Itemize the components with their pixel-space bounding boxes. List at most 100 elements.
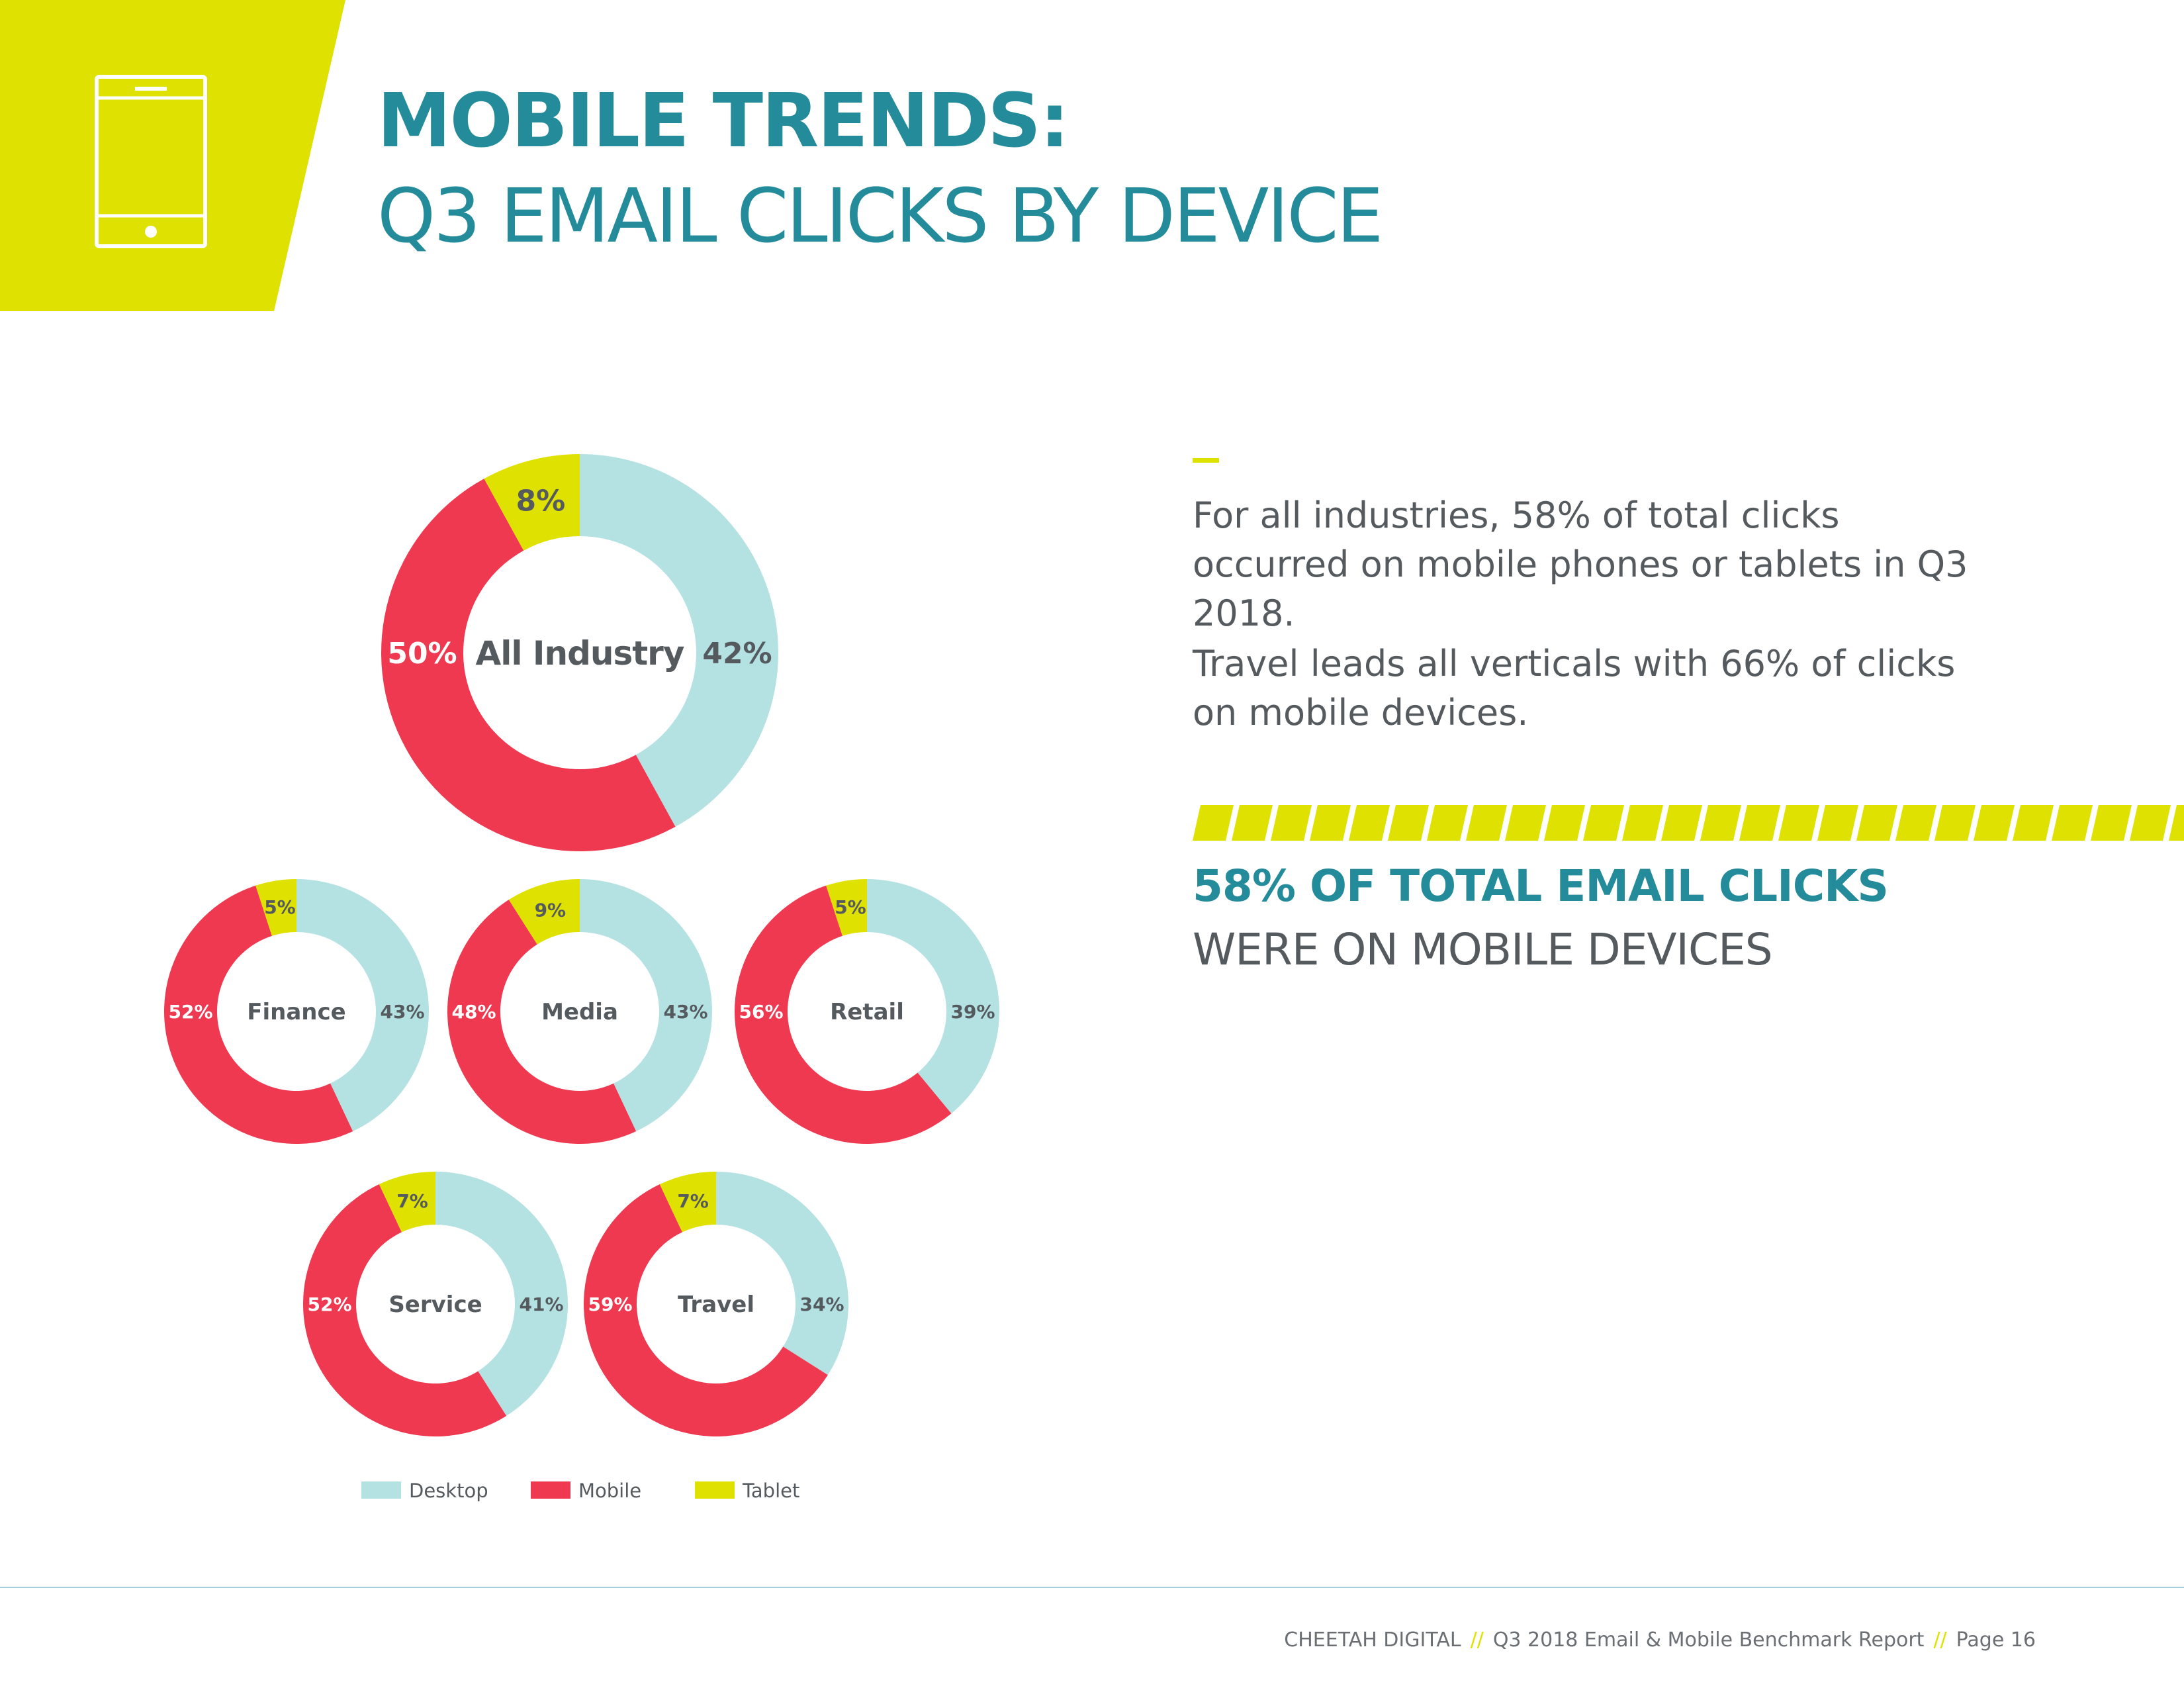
footer-divider bbox=[0, 1587, 2184, 1588]
stripe-segment bbox=[1817, 805, 1858, 841]
stripe-segment bbox=[1661, 805, 1702, 841]
slice-mobile bbox=[447, 900, 637, 1145]
donut-charts: 42% 50% 8% All Industry 43% 52% 5% Finance 43% 48… bbox=[164, 454, 999, 1502]
slice-tablet bbox=[379, 1172, 435, 1233]
donut-title: Service bbox=[388, 1291, 482, 1318]
slice-desktop bbox=[716, 1172, 848, 1376]
stripe-segment bbox=[2130, 805, 2171, 841]
chart-legend: Desktop Mobile Tablet bbox=[361, 1479, 799, 1502]
legend-label: Mobile bbox=[578, 1479, 641, 1502]
header-accent-block bbox=[0, 0, 345, 311]
data-label-desktop: 41% bbox=[519, 1293, 563, 1315]
stripe-segment bbox=[1974, 805, 2015, 841]
stripe-segment bbox=[1505, 805, 1546, 841]
page-title: MOBILE TRENDS: bbox=[377, 78, 1069, 164]
slice-tablet bbox=[255, 879, 296, 936]
donut-finance: 43% 52% 5% Finance bbox=[164, 879, 430, 1144]
data-label-tablet: 9% bbox=[535, 899, 567, 921]
stripe-segment bbox=[1427, 805, 1468, 841]
stripe-segment bbox=[1856, 805, 1897, 841]
donut-title: Retail bbox=[830, 999, 904, 1025]
legend-item-tablet: Tablet bbox=[695, 1479, 799, 1502]
data-label-mobile: 48% bbox=[451, 1001, 496, 1023]
insight-paragraph-2: Travel leads all verticals with 66% of c… bbox=[1193, 643, 1956, 733]
slice-tablet bbox=[508, 879, 580, 945]
slice-mobile bbox=[381, 479, 676, 851]
footer-company: CHEETAH DIGITAL bbox=[1284, 1628, 1461, 1652]
slice-mobile bbox=[734, 885, 952, 1144]
stripe-segment bbox=[1232, 805, 1273, 841]
stripe-segment bbox=[1349, 805, 1390, 841]
slice-tablet bbox=[484, 454, 580, 551]
donut-title: Travel bbox=[678, 1291, 754, 1318]
data-label-mobile: 50% bbox=[387, 637, 457, 671]
legend-swatch bbox=[531, 1481, 570, 1499]
data-label-mobile: 52% bbox=[168, 1001, 212, 1023]
data-label-tablet: 7% bbox=[396, 1190, 428, 1212]
accent-dash bbox=[1193, 458, 1219, 463]
slice-mobile bbox=[583, 1184, 828, 1436]
stripe-segment bbox=[2052, 805, 2093, 841]
stripe-segment bbox=[1739, 805, 1780, 841]
stripe-segment bbox=[1895, 805, 1936, 841]
page-subtitle: Q3 EMAIL CLICKS BY DEVICE bbox=[377, 173, 1383, 259]
data-label-desktop: 39% bbox=[950, 1001, 995, 1023]
donut-title: All Industry bbox=[476, 634, 684, 673]
stripe-segment bbox=[1466, 805, 1507, 841]
stripe-segment bbox=[1778, 805, 1819, 841]
donut-service: 41% 52% 7% Service bbox=[303, 1172, 568, 1436]
stripe-segment bbox=[1388, 805, 1429, 841]
legend-swatch bbox=[361, 1481, 401, 1499]
legend-item-desktop: Desktop bbox=[361, 1479, 488, 1502]
footer-page: Page 16 bbox=[1956, 1628, 2036, 1652]
data-label-desktop: 43% bbox=[380, 1001, 424, 1023]
tablet-icon bbox=[95, 75, 207, 248]
data-label-tablet: 5% bbox=[264, 896, 296, 918]
slice-desktop bbox=[296, 879, 430, 1131]
data-label-mobile: 52% bbox=[307, 1293, 351, 1315]
stripe-segment bbox=[1193, 805, 1234, 841]
donut-retail: 39% 56% 5% Retail bbox=[734, 879, 999, 1144]
donut-all-industry: 42% 50% 8% All Industry bbox=[381, 454, 779, 851]
donut-title: Media bbox=[541, 999, 618, 1025]
legend-label: Desktop bbox=[409, 1479, 488, 1502]
stripe-segment bbox=[1583, 805, 1624, 841]
footer: CHEETAH DIGITAL // Q3 2018 Email & Mobile … bbox=[1284, 1628, 2036, 1652]
slice-mobile bbox=[164, 885, 353, 1144]
stripe-segment bbox=[1271, 805, 1312, 841]
insight-paragraph-1: For all industries, 58% of total clicks … bbox=[1193, 494, 1968, 634]
stripe-segment bbox=[1310, 805, 1351, 841]
highlight-headline: 58% OF TOTAL EMAIL CLICKS bbox=[1193, 861, 1889, 912]
data-label-mobile: 59% bbox=[588, 1293, 632, 1315]
footer-separator: // bbox=[1933, 1628, 1947, 1652]
slice-desktop bbox=[435, 1172, 568, 1416]
data-label-desktop: 34% bbox=[799, 1293, 844, 1315]
data-label-tablet: 5% bbox=[835, 896, 866, 918]
footer-report: Q3 2018 Email & Mobile Benchmark Report bbox=[1492, 1628, 1925, 1652]
slice-desktop bbox=[867, 879, 999, 1114]
slice-tablet bbox=[826, 879, 867, 936]
highlight-subline: WERE ON MOBILE DEVICES bbox=[1193, 924, 1773, 975]
slice-mobile bbox=[303, 1184, 507, 1436]
donut-media: 43% 48% 9% Media bbox=[447, 879, 713, 1145]
stripe-segment bbox=[2091, 805, 2132, 841]
slice-desktop bbox=[580, 454, 779, 827]
data-label-mobile: 56% bbox=[739, 1001, 783, 1023]
data-label-desktop: 43% bbox=[663, 1001, 707, 1023]
stripe-segment bbox=[1934, 805, 1976, 841]
slice-desktop bbox=[580, 879, 713, 1131]
stripe-segment bbox=[2169, 805, 2184, 841]
stripe-segment bbox=[2013, 805, 2054, 841]
stripe-segment bbox=[1622, 805, 1663, 841]
data-label-tablet: 8% bbox=[516, 484, 565, 518]
slice-tablet bbox=[659, 1172, 716, 1233]
donut-title: Finance bbox=[247, 999, 345, 1025]
footer-separator: // bbox=[1470, 1628, 1484, 1652]
legend-item-mobile: Mobile bbox=[531, 1479, 641, 1502]
legend-swatch bbox=[695, 1481, 735, 1499]
data-label-desktop: 42% bbox=[702, 637, 772, 671]
data-label-tablet: 7% bbox=[677, 1190, 709, 1212]
legend-label: Tablet bbox=[742, 1479, 799, 1502]
donut-travel: 34% 59% 7% Travel bbox=[583, 1172, 848, 1436]
stripe-segment bbox=[1700, 805, 1741, 841]
